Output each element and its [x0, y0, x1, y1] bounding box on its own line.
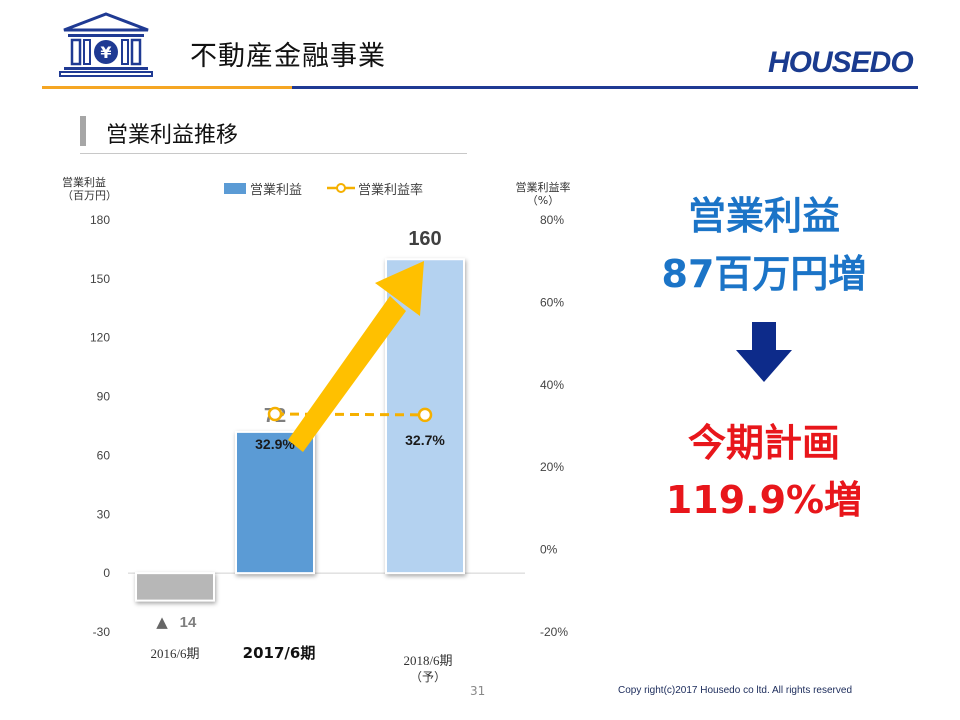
right-tick-label: 40% [540, 378, 564, 392]
right-tick-label: -20% [540, 625, 568, 639]
header-divider-orange [42, 86, 292, 89]
right-axis-label: 営業利益率 （%） [515, 181, 571, 207]
left-tick-label: 30 [97, 507, 111, 521]
bar-label-0: 14 [180, 614, 197, 631]
left-tick-label: -30 [93, 625, 111, 639]
negative-triangle-icon: ▲ [156, 613, 168, 631]
left-tick-label: 90 [97, 390, 111, 404]
profit-chart: 180 150 120 90 60 30 0 -30 80% 60% 40% 20% 0% -20% ▲ 14… [90, 213, 568, 684]
callout-profit-title: 営業利益 [687, 194, 840, 238]
legend-label-rate: 営業利益率 [358, 183, 424, 198]
rate-line [274, 412, 426, 417]
rate-label-1: 32.7% [405, 432, 445, 448]
legend-swatch-line [327, 183, 355, 193]
page-title: 不動産金融事業 [190, 41, 386, 72]
down-arrow-icon [736, 322, 792, 388]
category-label-1: 2017/6期 [243, 644, 316, 662]
callout-plan-title: 今期計画 [687, 421, 840, 465]
left-tick-label: 120 [90, 331, 110, 345]
category-label-2-suffix: （予） [410, 670, 446, 684]
bar-label-2: 160 [408, 228, 441, 250]
left-tick-label: 0 [103, 566, 110, 580]
rate-label-0: 32.9% [255, 436, 295, 452]
left-tick-label: 180 [90, 213, 110, 227]
left-tick-label: 150 [90, 272, 110, 286]
category-label-2: 2018/6期 [403, 653, 452, 668]
header-divider-navy [292, 86, 918, 89]
legend-swatch-bar [224, 183, 246, 194]
rate-point-1 [267, 406, 283, 422]
trend-arrow-shaft [288, 296, 406, 452]
trend-arrow-head-icon [375, 261, 424, 316]
callout-profit-increase: 87百万円増 [661, 252, 867, 296]
bar-1 [235, 430, 315, 575]
bank-yen-icon: ¥ [58, 12, 154, 82]
rate-point-2 [417, 407, 433, 423]
right-tick-label: 80% [540, 213, 564, 227]
section-underline [80, 153, 467, 154]
left-axis-label: 営業利益 （百万円） [62, 176, 117, 202]
category-label-0: 2016/6期 [150, 646, 199, 661]
svg-text:¥: ¥ [100, 43, 111, 62]
copyright-notice: Copy right(c)2017 Housedo co ltd. All ri… [618, 685, 853, 696]
legend-label-profit: 営業利益 [250, 183, 303, 198]
right-tick-label: 60% [540, 295, 564, 309]
left-tick-label: 60 [97, 448, 111, 462]
right-tick-label: 20% [540, 460, 564, 474]
bar-0 [135, 572, 215, 602]
right-tick-label: 0% [540, 543, 558, 557]
section-marker [80, 116, 86, 146]
section-title: 営業利益推移 [106, 123, 239, 148]
page-number: 31 [470, 684, 486, 698]
housedo-logo: HOUSEDO [768, 46, 914, 79]
callout-plan-increase: 119.9%増 [665, 478, 863, 522]
